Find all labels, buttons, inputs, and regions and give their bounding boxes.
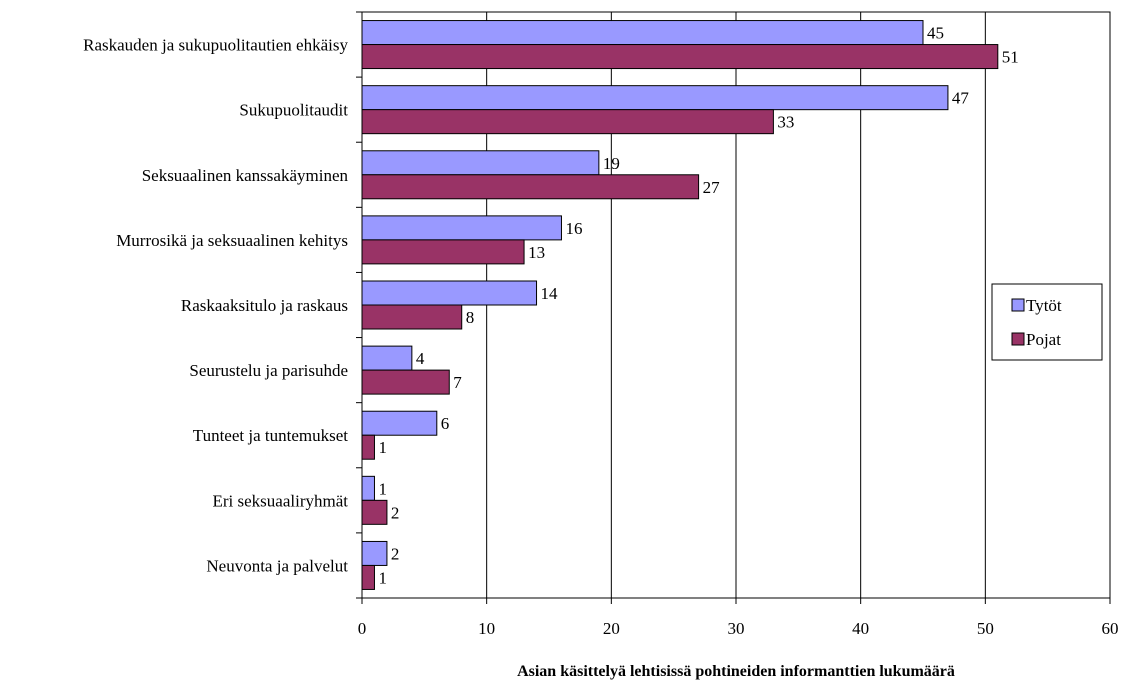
category-label: Raskauden ja sukupuolitautien ehkäisy: [83, 36, 348, 55]
x-tick-label: 0: [358, 619, 367, 638]
bar-tytot: [361, 345, 413, 371]
bar-pojat: [361, 369, 450, 395]
bar-tytot: [361, 540, 388, 566]
legend-label-tytot: Tytöt: [1026, 296, 1062, 315]
bar-pojat: [361, 434, 375, 460]
data-label: 27: [703, 178, 721, 197]
data-label: 45: [927, 24, 944, 43]
data-label: 4: [416, 349, 425, 368]
x-tick-label: 10: [478, 619, 495, 638]
data-label: 47: [952, 89, 970, 108]
bar-tytot: [361, 150, 600, 176]
x-tick-label: 40: [852, 619, 869, 638]
category-label: Seurustelu ja parisuhde: [189, 361, 348, 380]
bar-pojat: [361, 109, 774, 135]
data-label: 1: [378, 438, 387, 457]
bar-tytot: [361, 20, 924, 46]
data-label: 16: [565, 219, 582, 238]
data-label: 7: [453, 373, 462, 392]
bar-tytot: [361, 410, 438, 436]
x-tick-label: 20: [603, 619, 620, 638]
category-label: Sukupuolitaudit: [239, 101, 348, 120]
x-axis-title: Asian käsittelyä lehtisissä pohtineiden …: [517, 663, 955, 680]
legend-swatch-tytot: [1011, 298, 1025, 312]
x-tick-label: 50: [977, 619, 994, 638]
data-label: 1: [378, 479, 387, 498]
bar-pojat: [361, 174, 700, 200]
data-label: 33: [777, 113, 794, 132]
category-label: Raskaaksitulo ja raskaus: [181, 296, 348, 315]
legend-box: [991, 283, 1103, 361]
category-label: Murrosikä ja seksuaalinen kehitys: [116, 231, 348, 250]
bars: [361, 20, 999, 590]
category-label: Tunteet ja tuntemukset: [193, 426, 348, 445]
data-label: 51: [1002, 48, 1019, 67]
bar-pojat: [361, 304, 463, 330]
bar-pojat: [361, 44, 999, 70]
data-label: 1: [378, 568, 387, 587]
bar-tytot: [361, 215, 562, 241]
data-label: 19: [603, 154, 620, 173]
legend: Tytöt Pojat: [991, 283, 1103, 361]
data-label: 6: [441, 414, 450, 433]
data-label: 2: [391, 544, 400, 563]
legend-swatch-pojat: [1011, 332, 1025, 346]
data-label: 8: [466, 308, 475, 327]
x-tick-label: 60: [1102, 619, 1119, 638]
bar-pojat: [361, 499, 388, 525]
legend-label-pojat: Pojat: [1026, 330, 1061, 349]
bar-pojat: [361, 564, 375, 590]
bar-pojat: [361, 239, 525, 265]
plot-area-frame: [361, 11, 1111, 599]
data-label: 13: [528, 243, 545, 262]
category-label: Eri seksuaaliryhmät: [213, 491, 349, 510]
category-label: Neuvonta ja palvelut: [206, 556, 348, 575]
x-tick-label: 30: [728, 619, 745, 638]
labels: 0 10 20 30 40 50 60 Raskauden ja sukupuolitauti…: [83, 24, 1118, 638]
bar-tytot: [361, 85, 949, 111]
data-label: 14: [541, 284, 559, 303]
bar-tytot: [361, 475, 375, 501]
data-label: 2: [391, 503, 400, 522]
bar-tytot: [361, 280, 538, 306]
category-label: Seksuaalinen kanssakäyminen: [142, 166, 349, 185]
